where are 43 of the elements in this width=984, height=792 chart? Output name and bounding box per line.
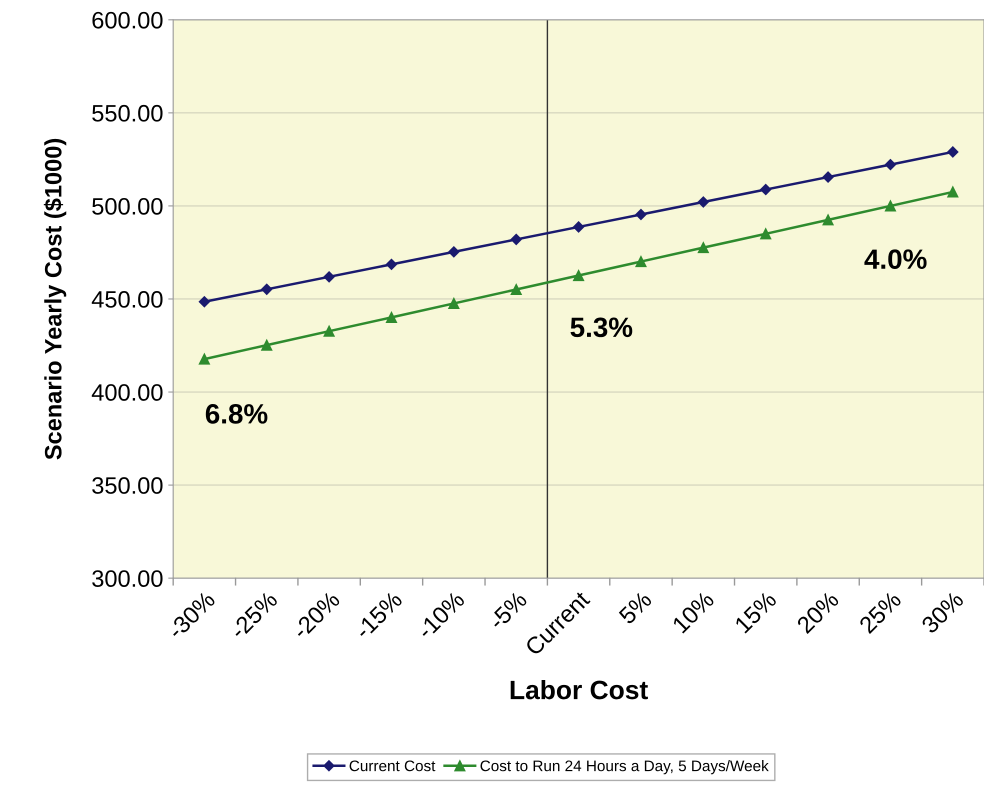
point [947, 186, 958, 198]
point [448, 246, 460, 258]
point [198, 296, 210, 308]
point [198, 354, 210, 365]
point [760, 184, 772, 196]
point [261, 340, 272, 351]
point [448, 298, 460, 310]
y-tick-label: 300.00 [92, 570, 163, 587]
point [572, 221, 584, 233]
y-tick-label: 400.00 [92, 384, 163, 401]
point [386, 312, 398, 323]
point [760, 228, 772, 240]
point [324, 326, 335, 337]
point [510, 284, 522, 296]
point [573, 270, 584, 282]
point [884, 158, 896, 170]
y-tick-label: 450.00 [92, 291, 163, 308]
point [510, 234, 522, 246]
y-tick-label: 350.00 [92, 477, 163, 494]
point [261, 284, 272, 295]
x-tick-label: -5% [488, 590, 528, 630]
annotation: 6.8% [206, 404, 268, 424]
point [698, 242, 709, 254]
point [635, 208, 647, 220]
point [947, 146, 958, 158]
point [822, 214, 834, 226]
point [324, 271, 335, 282]
y-axis-title: Scenario Yearly Cost ($1000) [44, 138, 66, 460]
x-axis-title: Labor Cost [510, 680, 648, 700]
legend-label: Current Cost [350, 760, 436, 772]
point [822, 171, 834, 183]
annotation: 5.3% [570, 317, 632, 338]
point [635, 256, 647, 268]
y-tick-label: 500.00 [92, 198, 163, 215]
point [698, 196, 709, 208]
point [884, 200, 896, 212]
x-tick-label: 5% [618, 590, 653, 625]
legend-label: Cost to Run 24 Hours a Day, 5 Days/Week [480, 760, 769, 774]
y-tick-label: 600.00 [92, 12, 163, 29]
annotation: 4.0% [864, 249, 927, 270]
point [386, 258, 398, 270]
x-tick-label: 30% [920, 590, 964, 634]
y-tick-label: 550.00 [92, 104, 163, 122]
